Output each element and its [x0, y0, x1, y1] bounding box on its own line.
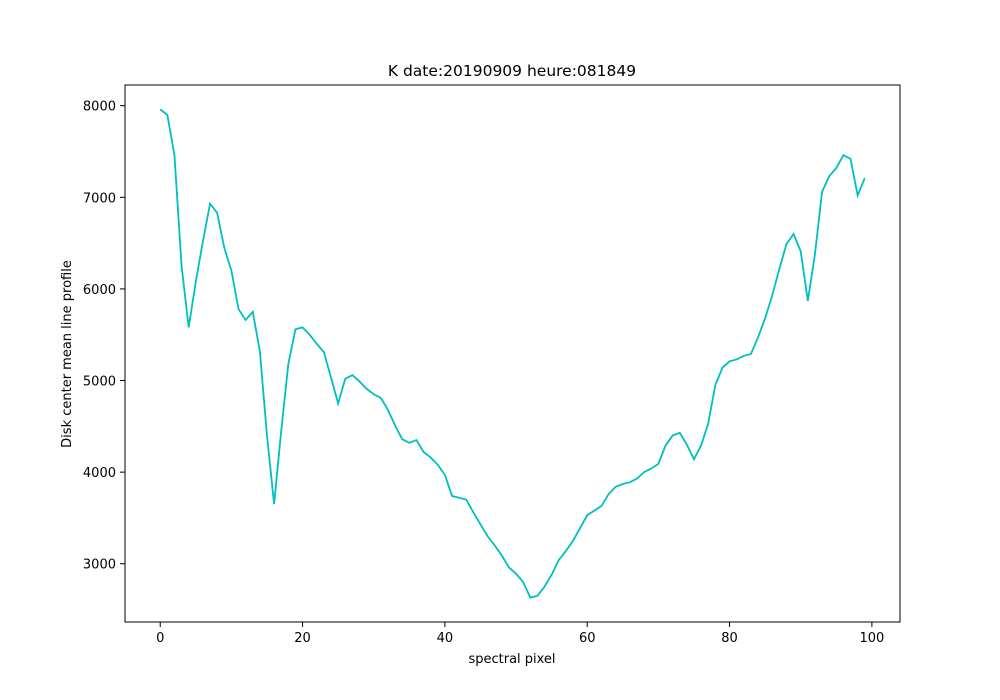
- chart-title: K date:20190909 heure:081849: [388, 62, 636, 80]
- x-tick-label: 60: [579, 631, 596, 646]
- y-tick-label: 3000: [83, 558, 116, 573]
- x-tick-label: 80: [721, 631, 738, 646]
- y-tick-label: 5000: [83, 375, 116, 390]
- x-tick-label: 0: [156, 631, 164, 646]
- x-tick-label: 20: [294, 631, 311, 646]
- x-tick-label: 100: [859, 631, 884, 646]
- data-line: [159, 108, 866, 599]
- x-axis-label: spectral pixel: [468, 652, 555, 667]
- x-tick-label: 40: [437, 631, 454, 646]
- y-axis-label: Disk center mean line profile: [60, 260, 75, 448]
- plot-frame: [124, 84, 901, 623]
- y-tick-label: 8000: [83, 100, 116, 115]
- y-tick-label: 6000: [83, 283, 116, 298]
- y-tick-label: 7000: [83, 191, 116, 206]
- y-tick-label: 4000: [83, 466, 116, 481]
